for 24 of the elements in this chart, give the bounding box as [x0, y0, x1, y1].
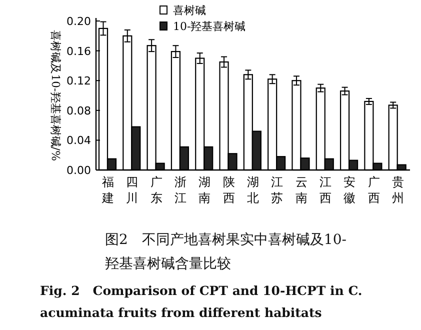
- x-tick-label: 广西: [368, 175, 380, 205]
- x-tick-label: 湖北: [247, 175, 259, 205]
- x-tick-label: 江西: [319, 175, 332, 205]
- y-axis-title: 喜树碱及10-羟基喜树碱/%: [49, 30, 62, 161]
- x-tick-label: 安徽: [344, 175, 356, 205]
- y-tick-label: 0.04: [66, 134, 91, 148]
- y-tick-label: 0.00: [66, 164, 91, 177]
- legend-label: 10-羟基喜树碱: [173, 20, 246, 33]
- caption: Fig. 2 Comparison of CPT and 10-HCPT in C. acuminata fruits from different habitats: [40, 282, 364, 322]
- x-tick-label: 浙江: [174, 175, 187, 205]
- x-tick-label: 广东: [150, 175, 162, 205]
- x-tick-label: 江苏: [271, 175, 284, 205]
- x-tick-label: 湖南: [198, 175, 211, 205]
- x-tick-label: 福建: [101, 175, 114, 205]
- x-tick-label: 四川: [126, 175, 138, 205]
- y-tick-label: 0.16: [66, 44, 91, 58]
- y-tick-label: 0.08: [66, 104, 91, 118]
- x-tick-label: 云南: [295, 175, 308, 205]
- legend-label: 喜树碱: [173, 4, 206, 17]
- x-tick-label: 陕西: [222, 175, 235, 205]
- caption: 图2 不同产地喜树果实中喜树碱及10-羟基喜树碱含量比较: [105, 231, 348, 274]
- y-tick-label: 0.12: [66, 74, 91, 88]
- x-tick-label: 贵州: [392, 175, 404, 205]
- y-tick-label: 0.20: [66, 15, 91, 28]
